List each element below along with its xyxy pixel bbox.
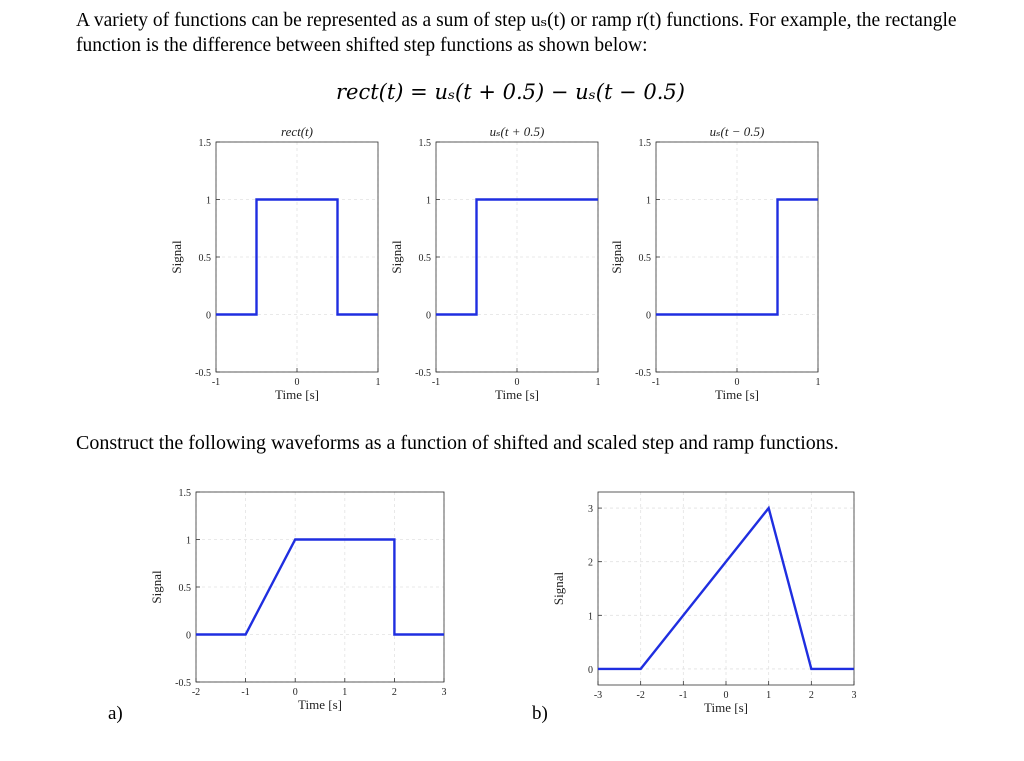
y-tick-label: 1 xyxy=(426,196,431,207)
x-tick-label: -2 xyxy=(636,690,644,701)
x-tick-label: 1 xyxy=(596,377,601,388)
y-tick-label: 0.5 xyxy=(639,253,652,264)
x-tick-label: -1 xyxy=(679,690,687,701)
y-tick-label: 0 xyxy=(186,631,191,642)
x-tick-label: -1 xyxy=(652,377,660,388)
y-axis-label: Signal xyxy=(149,570,164,604)
y-axis-label: Signal xyxy=(389,240,404,274)
label-a: a) xyxy=(108,703,123,724)
x-tick-label: 1 xyxy=(816,377,821,388)
label-b: b) xyxy=(532,703,548,724)
x-tick-label: -1 xyxy=(432,377,440,388)
series-line xyxy=(196,538,444,636)
rect-equation-text: rect(t) = uₛ(t + 0.5) − uₛ(t − 0.5) xyxy=(336,80,685,104)
x-axis-label: Time [s] xyxy=(275,387,319,402)
series-line xyxy=(656,198,818,316)
series-line xyxy=(436,198,598,316)
x-tick-label: 3 xyxy=(852,690,857,701)
y-tick-label: 1 xyxy=(588,611,593,622)
x-tick-label: 1 xyxy=(766,690,771,701)
x-tick-label: -1 xyxy=(212,377,220,388)
y-tick-label: 1 xyxy=(186,536,191,547)
x-axis-label: Time [s] xyxy=(704,700,748,715)
y-axis-label: Signal xyxy=(169,240,184,274)
chart-title: rect(t) xyxy=(281,124,313,139)
y-axis-label: Signal xyxy=(551,572,566,606)
y-tick-label: 0 xyxy=(206,311,211,322)
x-tick-label: 0 xyxy=(515,377,520,388)
x-tick-label: 2 xyxy=(809,690,814,701)
x-tick-label: -3 xyxy=(594,690,602,701)
x-tick-label: -1 xyxy=(241,687,249,698)
y-tick-label: 3 xyxy=(588,504,593,515)
x-tick-label: 0 xyxy=(295,377,300,388)
chart-waveform-b: -3 -2 -1 0 1 2 3 0 1 2 3 Time [s] Signal xyxy=(551,491,857,715)
y-tick-label: 0.5 xyxy=(419,253,432,264)
x-tick-label: -2 xyxy=(192,687,200,698)
y-tick-label: -0.5 xyxy=(175,678,191,689)
chart-step-shift-minus: -1 0 1 -0.5 0 0.5 1 1.5 Time [s] Signal uₛ(t − 0.5… xyxy=(609,124,821,402)
y-tick-label: 0.5 xyxy=(179,583,192,594)
y-tick-label: 1.5 xyxy=(199,138,212,149)
y-tick-label: -0.5 xyxy=(195,368,211,379)
y-tick-label: -0.5 xyxy=(635,368,651,379)
y-tick-label: 2 xyxy=(588,558,593,569)
series-line xyxy=(598,505,854,671)
rect-equation: rect(t) = uₛ(t + 0.5) − uₛ(t − 0.5) xyxy=(336,80,685,105)
x-tick-label: 0 xyxy=(735,377,740,388)
x-tick-label: 3 xyxy=(442,687,447,698)
x-tick-label: 2 xyxy=(392,687,397,698)
chart-title: uₛ(t − 0.5) xyxy=(710,124,765,139)
x-axis-label: Time [s] xyxy=(298,697,342,712)
instruction-text: Construct the following waveforms as a f… xyxy=(76,432,839,454)
y-tick-label: 1 xyxy=(206,196,211,207)
y-tick-label: -0.5 xyxy=(415,368,431,379)
x-tick-label: 1 xyxy=(342,687,347,698)
chart-waveform-a: -2 -1 0 1 2 3 -0.5 0 0.5 1 1.5 Time [s] Signal xyxy=(149,488,447,712)
x-axis-label: Time [s] xyxy=(495,387,539,402)
y-tick-label: 0 xyxy=(646,311,651,322)
y-tick-label: 0 xyxy=(588,665,593,676)
chart-rect: -1 0 1 -0.5 0 0.5 1 1.5 Time [s] Signal rect(t) xyxy=(169,124,381,402)
y-tick-label: 0.5 xyxy=(199,253,212,264)
x-axis-label: Time [s] xyxy=(715,387,759,402)
y-tick-label: 1.5 xyxy=(639,138,652,149)
x-tick-label: 0 xyxy=(293,687,298,698)
y-tick-label: 1 xyxy=(646,196,651,207)
y-tick-label: 1.5 xyxy=(419,138,432,149)
chart-title: uₛ(t + 0.5) xyxy=(490,124,545,139)
series-line xyxy=(216,198,378,316)
y-tick-label: 1.5 xyxy=(179,488,192,499)
x-tick-label: 1 xyxy=(376,377,381,388)
intro-paragraph: A variety of functions can be represente… xyxy=(76,10,957,56)
y-axis-label: Signal xyxy=(609,240,624,274)
chart-step-shift-plus: -1 0 1 -0.5 0 0.5 1 1.5 Time [s] Signal uₛ(t + 0.5… xyxy=(389,124,601,402)
y-tick-label: 0 xyxy=(426,311,431,322)
x-tick-label: 0 xyxy=(724,690,729,701)
